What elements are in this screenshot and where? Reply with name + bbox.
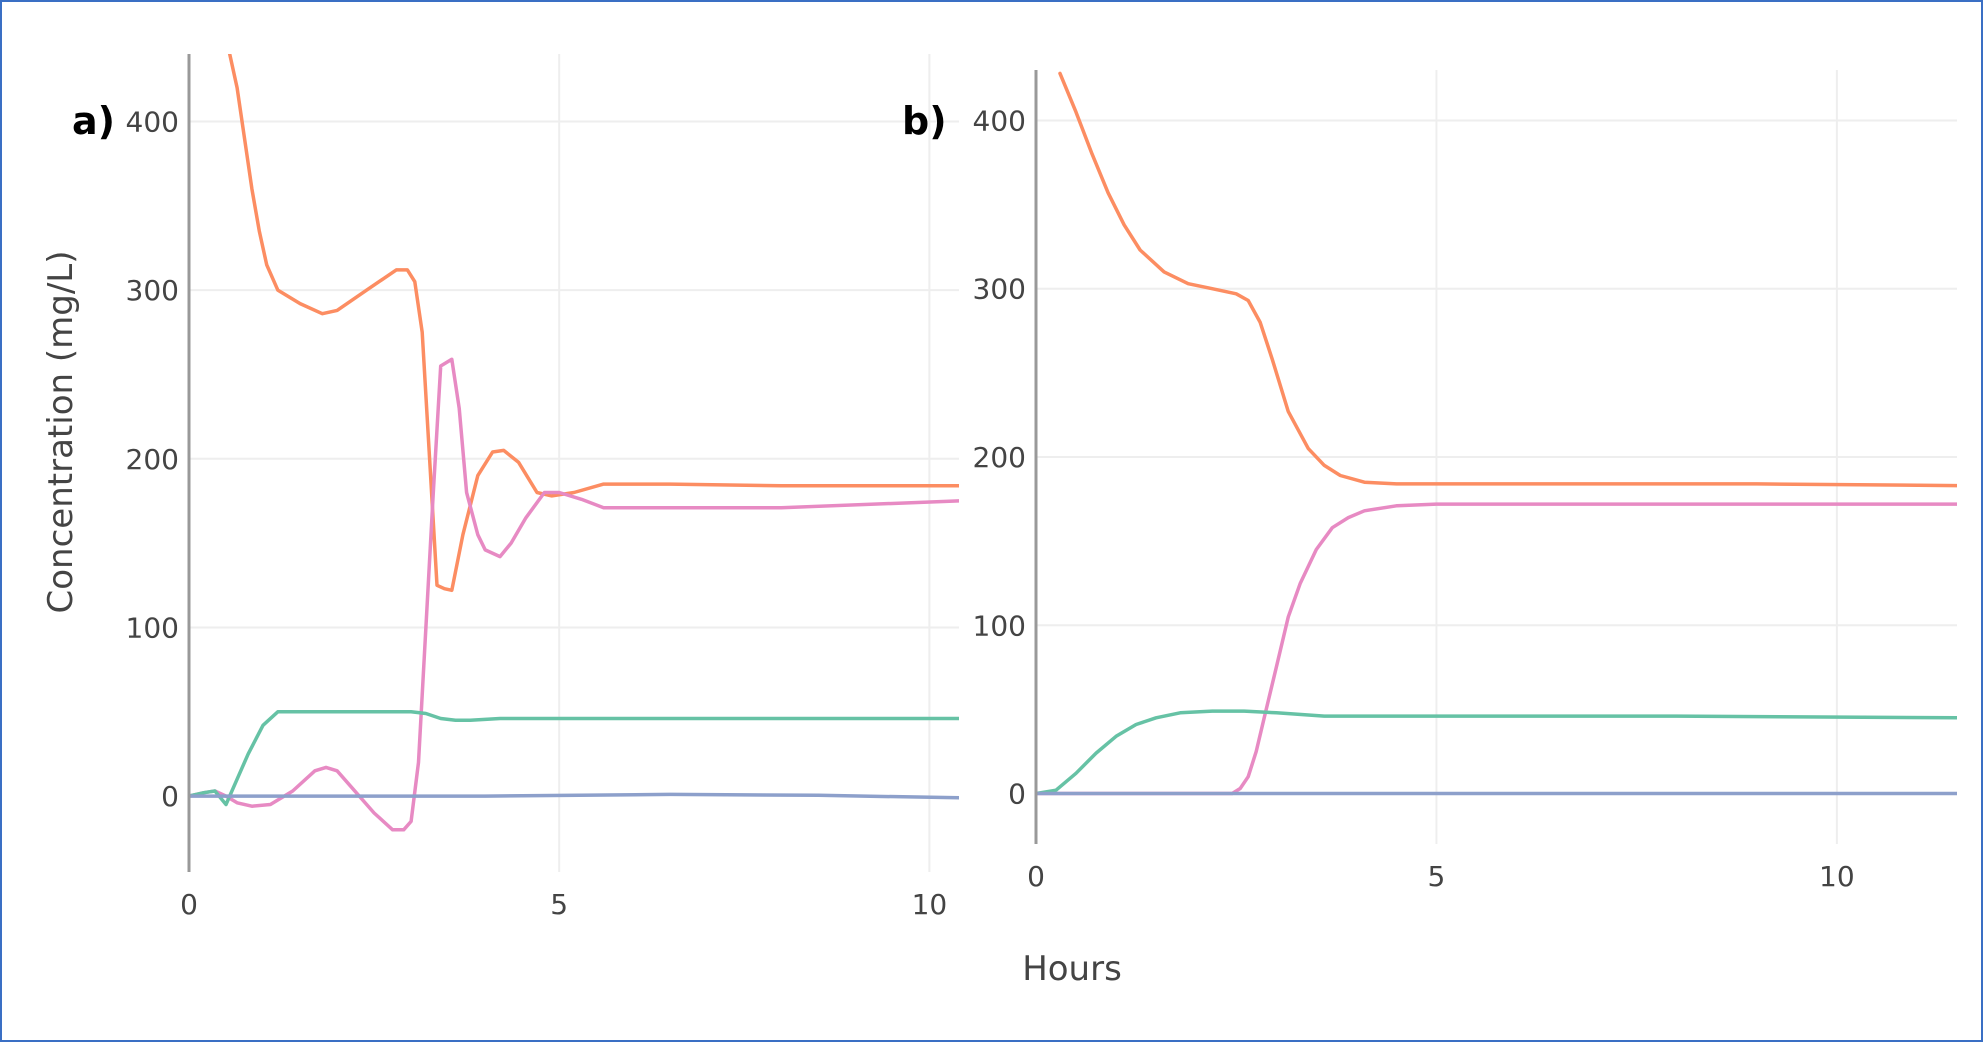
x-tick-label: 10 bbox=[912, 888, 948, 921]
x-tick-label: 5 bbox=[1428, 860, 1446, 893]
y-tick-label: 300 bbox=[126, 274, 179, 307]
y-tick-label: 400 bbox=[126, 105, 179, 138]
y-tick-label: 200 bbox=[973, 441, 1026, 474]
y-tick-label: 400 bbox=[973, 104, 1026, 137]
series-group bbox=[189, 54, 959, 832]
series-group bbox=[1036, 71, 1957, 796]
y-tick-label: 100 bbox=[973, 609, 1026, 642]
chart-panel-a: 0 100 200 300 400 0 5 10 a) Concentration (mg/L) bbox=[41, 54, 959, 921]
series-line-1 bbox=[227, 54, 959, 593]
x-axis-title: Hours bbox=[1022, 949, 1122, 989]
series-line-2 bbox=[189, 357, 959, 832]
series-line-3 bbox=[1036, 709, 1957, 796]
x-tick-label: 0 bbox=[1027, 860, 1045, 893]
series-line-4 bbox=[189, 792, 959, 800]
y-tick-label: 0 bbox=[161, 780, 179, 813]
series-line-1 bbox=[1058, 71, 1957, 488]
x-tick-label: 0 bbox=[180, 888, 198, 921]
y-tick-label: 300 bbox=[973, 273, 1026, 306]
x-tick-label: 5 bbox=[550, 888, 568, 921]
series-line-3 bbox=[189, 710, 959, 807]
panel-label: b) bbox=[902, 99, 947, 143]
panel-label: a) bbox=[72, 99, 115, 143]
y-tick-label: 100 bbox=[126, 611, 179, 644]
y-axis-title: Concentration (mg/L) bbox=[41, 251, 81, 614]
y-tick-label: 200 bbox=[126, 443, 179, 476]
x-tick-label: 10 bbox=[1819, 860, 1855, 893]
y-tick-label: 0 bbox=[1008, 778, 1026, 811]
series-line-2 bbox=[1036, 502, 1957, 796]
chart-panel-b: 0 100 200 300 400 0 5 10 b) Hours bbox=[902, 70, 1957, 989]
